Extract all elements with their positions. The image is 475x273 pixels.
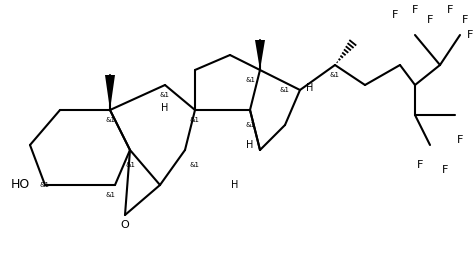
Text: F: F — [447, 5, 453, 15]
Text: &1: &1 — [245, 77, 255, 83]
Text: &1: &1 — [160, 92, 170, 98]
Text: &1: &1 — [125, 162, 135, 168]
Text: F: F — [462, 15, 468, 25]
Text: H: H — [306, 83, 314, 93]
Text: F: F — [417, 160, 423, 170]
Polygon shape — [255, 40, 265, 70]
Text: &1: &1 — [40, 182, 50, 188]
Text: O: O — [121, 220, 129, 230]
Text: &1: &1 — [280, 87, 290, 93]
Polygon shape — [105, 75, 115, 110]
Text: HO: HO — [10, 179, 29, 191]
Text: F: F — [467, 30, 473, 40]
Text: H: H — [231, 180, 238, 190]
Text: &1: &1 — [105, 192, 115, 198]
Text: F: F — [442, 165, 448, 175]
Text: &1: &1 — [190, 162, 200, 168]
Text: &1: &1 — [330, 72, 340, 78]
Text: F: F — [457, 135, 463, 145]
Text: F: F — [427, 15, 433, 25]
Text: &1: &1 — [245, 122, 255, 128]
Text: H: H — [162, 103, 169, 113]
Text: F: F — [412, 5, 418, 15]
Text: &1: &1 — [105, 117, 115, 123]
Text: H: H — [247, 140, 254, 150]
Text: F: F — [392, 10, 398, 20]
Text: &1: &1 — [190, 117, 200, 123]
